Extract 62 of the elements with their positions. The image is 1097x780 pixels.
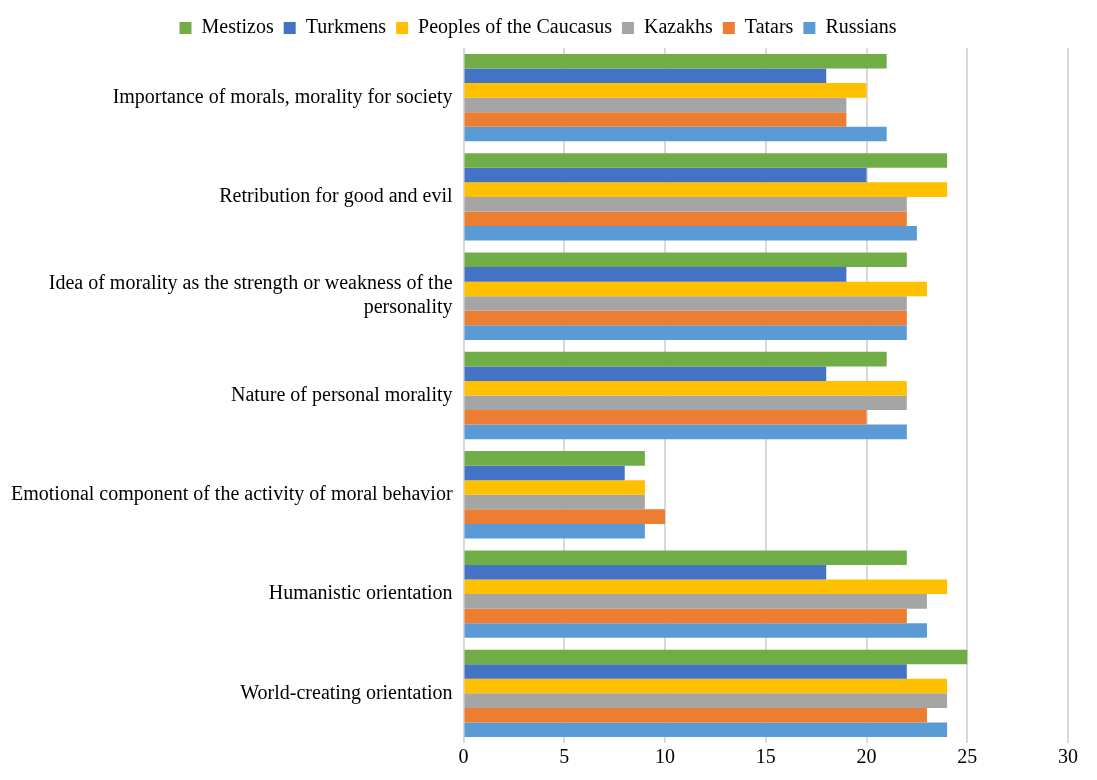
bar [464, 664, 907, 679]
bar [464, 182, 948, 197]
bar [464, 480, 645, 495]
legend-label: Tatars [744, 15, 794, 38]
y-tick-label: World-creating orientation [240, 680, 453, 704]
bar [464, 252, 907, 268]
y-tick-label: Importance of morals, morality for society [112, 84, 453, 108]
bar [464, 722, 948, 738]
bar [464, 649, 968, 665]
bar [464, 451, 645, 466]
bar [464, 608, 907, 624]
bar [464, 366, 827, 381]
bar [464, 494, 645, 510]
x-tick-label: 5 [559, 745, 570, 768]
bar [464, 83, 867, 98]
bar [464, 678, 948, 694]
y-tick-label: Nature of personal morality [230, 382, 453, 406]
legend-label: Russians [825, 15, 897, 38]
bar [464, 523, 645, 539]
bar [464, 509, 666, 524]
bar [464, 424, 907, 440]
y-tick-label: Retribution for good and evil [219, 184, 453, 208]
bar [464, 594, 927, 609]
bar [464, 707, 927, 723]
bar [464, 68, 827, 84]
bar [464, 196, 907, 212]
x-tick-label: 20 [856, 745, 877, 768]
bar [464, 465, 625, 481]
x-tick-label: 25 [957, 745, 978, 768]
legend-label: Turkmens [305, 15, 387, 38]
y-tick-label: Humanistic orientation [268, 581, 453, 604]
bar [464, 550, 907, 565]
bar [464, 351, 887, 367]
x-tick-label: 15 [755, 745, 776, 768]
x-tick-label: 0 [458, 745, 469, 768]
bar [464, 693, 948, 708]
legend-label: Mestizos [201, 15, 274, 38]
bar [464, 579, 948, 595]
bar [464, 226, 917, 241]
bar [464, 310, 907, 326]
bar [464, 281, 927, 297]
bar [464, 623, 927, 638]
bar [464, 167, 867, 183]
x-tick-label: 10 [655, 745, 676, 768]
y-tick-label: Emotional component of the activity of moral behavior [11, 482, 453, 506]
bar [464, 410, 867, 425]
bar [464, 325, 907, 340]
bar [464, 267, 847, 282]
bar [464, 153, 948, 168]
bar [464, 296, 907, 311]
bar [464, 126, 887, 142]
bar [464, 97, 847, 113]
bar [464, 380, 907, 396]
legend-label: Kazakhs [643, 15, 714, 38]
y-tick-label: Idea of morality as the strength or weakness of the personality [48, 271, 453, 319]
bar [464, 112, 847, 127]
x-tick-label: 30 [1058, 745, 1078, 768]
bar [464, 395, 907, 411]
bar [464, 564, 827, 580]
legend-label: Peoples of the Caucasus [418, 15, 613, 39]
bar [464, 211, 907, 227]
bar [464, 53, 887, 69]
